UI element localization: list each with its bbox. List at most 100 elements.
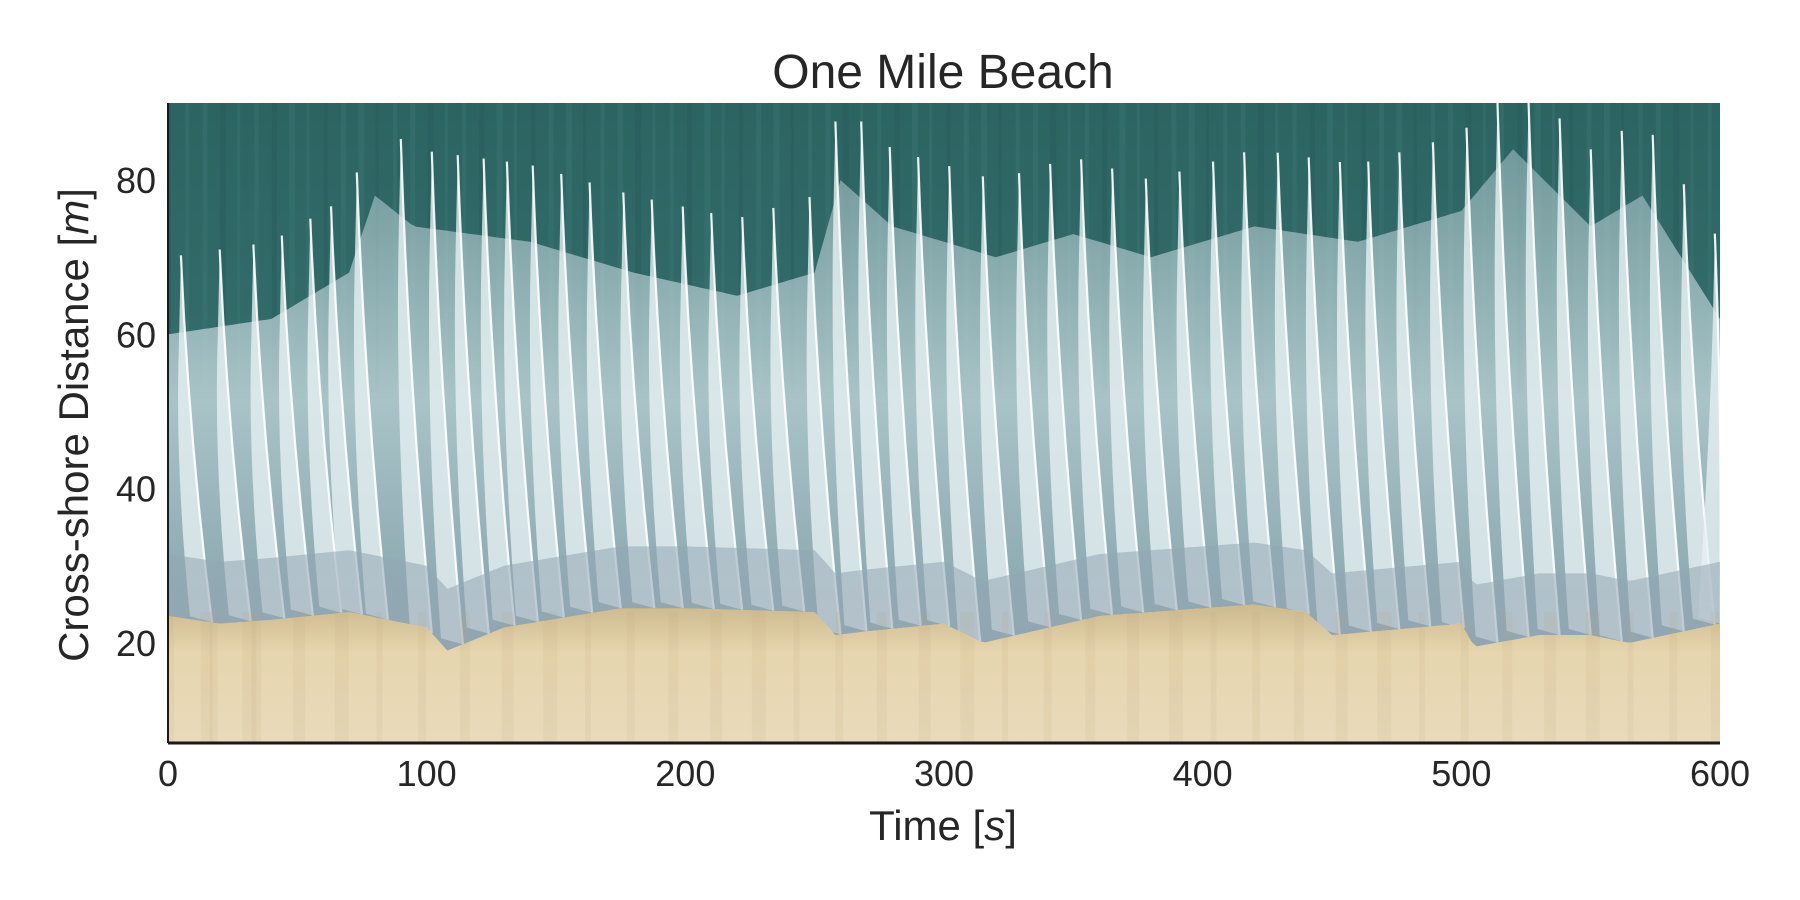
sand-band — [334, 611, 349, 743]
water-streak — [1690, 103, 1694, 391]
wave-crest — [915, 157, 950, 627]
sand-band — [242, 611, 257, 743]
swash-zone — [168, 542, 1720, 651]
y-tick-label: 60 — [116, 314, 156, 355]
wave-crest — [504, 161, 538, 622]
sand-band — [751, 611, 766, 743]
wave-crest — [832, 121, 867, 632]
sand-band — [1002, 611, 1008, 743]
wave-crest-edge — [1367, 161, 1401, 630]
sand-band — [1168, 611, 1183, 743]
wave-crest — [1649, 134, 1684, 632]
wave-crest — [1556, 118, 1591, 635]
wave-crest — [858, 121, 893, 629]
water-streak — [687, 103, 692, 391]
wave-crest — [1336, 162, 1371, 632]
wave-crest — [979, 176, 1014, 636]
x-tick-labels: 0 100 200 300 400 500 600 — [158, 753, 1750, 794]
sand-band — [543, 611, 558, 743]
wave-crest — [1047, 163, 1082, 620]
wave-crest — [1525, 103, 1560, 635]
y-axis-label-end: ] — [50, 188, 97, 200]
wave-crest — [1109, 168, 1144, 613]
plot-area — [168, 103, 1720, 743]
sand-band — [200, 611, 213, 743]
sand-band — [1043, 611, 1052, 743]
wave-crest-edge — [1713, 233, 1720, 624]
sand-band — [209, 611, 218, 743]
wave-crest-edge — [1589, 149, 1623, 642]
wave-crest — [454, 155, 489, 634]
sand-band — [876, 611, 887, 743]
wave-crest-edge — [1465, 127, 1499, 643]
wave-crest — [278, 235, 313, 616]
water-streak — [323, 103, 328, 391]
wave-crest — [328, 206, 362, 615]
sand-band — [793, 611, 800, 743]
wave-crest — [1142, 178, 1177, 610]
sand-band — [501, 611, 514, 743]
wave-crest — [353, 172, 388, 620]
water-streak — [721, 103, 725, 391]
wave-crest-edge — [1620, 130, 1654, 638]
sand-band — [1627, 611, 1634, 743]
wave-crest — [708, 212, 743, 610]
water-streak — [669, 103, 674, 391]
wave-crest — [1274, 152, 1309, 615]
wave-crest-edge — [1558, 118, 1592, 636]
wave-crest — [1396, 152, 1431, 627]
sand-band — [710, 611, 723, 743]
sand-band — [918, 611, 931, 743]
wave-crest-edge — [860, 121, 894, 629]
water-streak — [617, 103, 623, 391]
sand-band — [1460, 611, 1469, 743]
wave-crest-edge — [1338, 161, 1372, 632]
wave-crest — [529, 165, 564, 618]
wave-crest-edge — [834, 121, 868, 632]
sand-bands — [168, 611, 1720, 743]
sand-band — [293, 611, 306, 743]
wave-crest — [178, 255, 212, 623]
sand-band — [251, 611, 262, 743]
x-tick-label: 500 — [1431, 753, 1491, 794]
wave-crest-edge — [1431, 142, 1465, 629]
wave-crest — [1241, 152, 1276, 608]
chart-title: One Mile Beach — [772, 46, 1114, 99]
x-axis-label-unit: s — [984, 802, 1005, 849]
wave-crest — [1078, 159, 1113, 615]
sand-band — [1419, 611, 1425, 743]
wave-crest — [397, 139, 432, 634]
wave-crest-edge — [505, 161, 539, 622]
wave-crest-edge — [430, 151, 464, 645]
wave-crest — [216, 249, 251, 622]
water-streak — [963, 103, 969, 391]
wave-crest — [307, 218, 342, 613]
water-streak — [1707, 103, 1712, 391]
wave-crest-edge — [482, 158, 516, 626]
wave-crest — [480, 158, 515, 626]
water-streak — [738, 103, 743, 391]
water-streak — [1673, 103, 1680, 391]
x-axis-label-start: Time [ — [869, 802, 984, 849]
wave-crest-edge — [1398, 152, 1432, 627]
sand-band — [960, 611, 975, 743]
water-streak — [1154, 103, 1159, 391]
sand-band — [668, 611, 679, 743]
wave-crest-edge — [531, 165, 565, 618]
y-tick-label: 40 — [116, 469, 156, 510]
wave-crest — [1365, 161, 1400, 629]
wave-crest — [428, 151, 463, 645]
x-axis-label: Time [s] — [869, 802, 1017, 849]
y-axis-label-start: Cross-shore Distance [ — [50, 234, 97, 661]
sand-band — [835, 611, 844, 743]
water-streak — [790, 103, 794, 391]
water-streak — [998, 103, 1002, 391]
water-streak — [773, 103, 780, 391]
wave-crest — [1680, 184, 1715, 625]
wave-crest — [558, 173, 593, 613]
wave-crest — [1587, 149, 1622, 642]
wave-crest-edge — [1017, 173, 1052, 628]
wave-crest — [770, 207, 805, 612]
x-axis-label-end: ] — [1005, 802, 1017, 849]
